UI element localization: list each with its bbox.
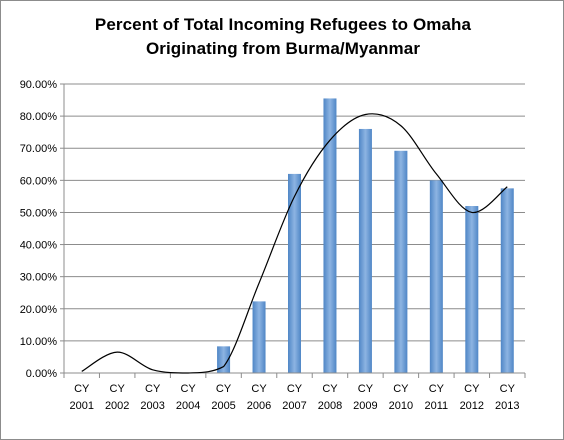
x-tick-label: CY	[500, 383, 516, 395]
x-tick-label: 2007	[282, 400, 306, 412]
y-tick-label: 20.00%	[20, 304, 58, 316]
y-tick-label: 80.00%	[20, 111, 58, 123]
y-tick-label: 0.00%	[26, 368, 57, 380]
y-tick-label: 60.00%	[20, 175, 58, 187]
y-tick-label: 30.00%	[20, 272, 58, 284]
x-tick-label: CY	[180, 383, 196, 395]
bars	[217, 98, 514, 373]
x-tick-label: CY	[358, 383, 374, 395]
y-tick-label: 10.00%	[20, 336, 58, 348]
y-tick-label: 70.00%	[20, 143, 58, 155]
y-tick-label: 90.00%	[20, 79, 58, 91]
trendline	[81, 113, 508, 374]
x-tick-label: 2010	[389, 400, 413, 412]
x-tick-label: 2001	[69, 400, 93, 412]
x-tick-label: CY	[110, 383, 126, 395]
x-tick-label: CY	[287, 383, 303, 395]
x-tick-label: 2002	[105, 400, 129, 412]
x-tick-label: CY	[74, 383, 90, 395]
bar	[252, 301, 266, 373]
y-tick-label: 50.00%	[20, 207, 58, 219]
bar	[217, 346, 231, 373]
y-tick-label: 40.00%	[20, 240, 58, 252]
bar	[394, 150, 408, 373]
x-tick-label: 2003	[140, 400, 164, 412]
chart-subtitle: Originating from Burma/Myanmar	[145, 39, 421, 58]
x-tick-label: CY	[464, 383, 480, 395]
axes	[63, 84, 526, 378]
x-tick-label: CY	[322, 383, 338, 395]
bar	[500, 188, 514, 373]
x-tick-label: 2008	[318, 400, 342, 412]
tick-labels: 0.00% 10.00% 20.00% 30.00% 40.00% 50.00% 60.00…	[20, 79, 520, 412]
bar	[358, 128, 372, 373]
x-tick-label: 2009	[353, 400, 377, 412]
x-tick-label: CY	[251, 383, 267, 395]
x-tick-label: 2004	[176, 400, 200, 412]
x-tick-label: CY	[393, 383, 409, 395]
trendline-path	[81, 113, 508, 374]
bar	[429, 180, 443, 373]
x-tick-label: 2012	[460, 400, 484, 412]
bar	[323, 98, 337, 373]
bar	[288, 173, 301, 373]
x-tick-label: 2013	[495, 400, 519, 412]
chart-title: Percent of Total Incoming Refugees to Om…	[94, 15, 472, 34]
x-tick-label: 2011	[425, 400, 449, 412]
x-tick-label: CY	[145, 383, 161, 395]
x-tick-label: 2006	[247, 400, 271, 412]
x-tick-label: 2005	[211, 400, 235, 412]
x-tick-label: CY	[429, 383, 445, 395]
x-tick-label: CY	[216, 383, 232, 395]
bar	[465, 206, 479, 373]
